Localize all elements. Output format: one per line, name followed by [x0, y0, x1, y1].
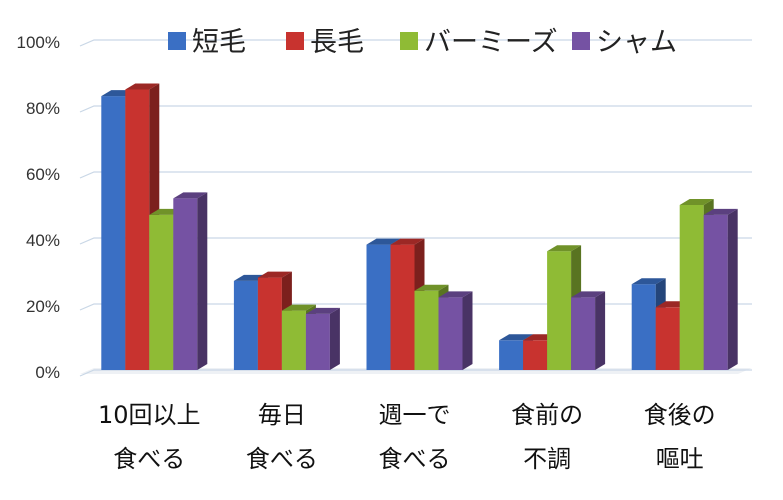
- bar-front: [655, 307, 680, 370]
- bar-front: [390, 244, 415, 370]
- gridline: [79, 303, 752, 311]
- x-category-label: 食べる: [113, 445, 185, 473]
- bar-front: [414, 290, 439, 370]
- bar-top: [125, 83, 160, 90]
- bars: [101, 83, 738, 370]
- x-category-label: 不調: [523, 445, 571, 473]
- bar-top: [499, 334, 534, 341]
- legend-swatch: [286, 32, 304, 50]
- x-category-label: 毎日: [258, 401, 306, 429]
- x-category-label: 食べる: [246, 445, 318, 473]
- y-tick-label: 60%: [26, 165, 60, 184]
- bar-front: [305, 313, 330, 370]
- x-category-label: 食前の: [511, 401, 583, 429]
- bar-front: [257, 277, 282, 370]
- legend-swatch: [572, 32, 590, 50]
- bar-front: [631, 284, 656, 370]
- legend-swatch: [400, 32, 418, 50]
- legend-swatch: [168, 32, 186, 50]
- bar: [173, 192, 208, 370]
- y-tick-label: 100%: [17, 33, 60, 52]
- legend-item: シャム: [572, 27, 677, 58]
- legend: 短毛 長毛 バーミーズ シャム: [168, 27, 677, 58]
- bar: [438, 291, 473, 370]
- legend-item: バーミーズ: [400, 27, 558, 58]
- bar-front: [125, 89, 150, 370]
- bar-top: [366, 238, 401, 245]
- legend-label: 長毛: [310, 27, 364, 58]
- bar-front: [366, 244, 391, 370]
- bar-front: [703, 214, 728, 370]
- y-tick-label: 20%: [26, 297, 60, 316]
- bar-top: [305, 307, 340, 314]
- bar-side: [197, 192, 208, 370]
- bar-side: [595, 291, 606, 370]
- bar-top: [547, 245, 582, 252]
- legend-label: シャム: [596, 27, 677, 58]
- bar-top: [281, 304, 316, 311]
- bar-front: [547, 251, 572, 370]
- bar-side: [462, 291, 473, 370]
- legend-item: 短毛: [168, 27, 246, 58]
- bar-top: [679, 199, 714, 205]
- bar-top: [390, 238, 425, 245]
- bar-front: [101, 96, 126, 370]
- legend-label: バーミーズ: [424, 27, 558, 58]
- bar-top: [414, 284, 449, 291]
- bar-front: [149, 214, 174, 370]
- bar-side: [727, 208, 738, 370]
- x-category-label: 食べる: [379, 445, 451, 473]
- x-category-label: 嘔吐: [656, 445, 704, 473]
- bar-top: [703, 208, 738, 215]
- bar-top: [257, 271, 292, 278]
- gridline: [79, 171, 752, 179]
- y-tick-label: 40%: [26, 231, 60, 250]
- bar-side: [329, 307, 340, 370]
- gridline: [79, 105, 752, 113]
- bar: [571, 291, 606, 370]
- x-category-label: 週一で: [379, 401, 451, 429]
- bar-top: [173, 192, 208, 199]
- bar-front: [281, 310, 306, 370]
- x-category-label: 10回以上: [98, 401, 201, 429]
- y-axis-ticks: 0% 20% 40% 60% 80% 100%: [17, 33, 60, 382]
- bar-top: [571, 291, 606, 298]
- bar-front: [679, 205, 704, 370]
- legend-label: 短毛: [192, 27, 246, 58]
- bar-top: [631, 278, 666, 285]
- bar-front: [523, 340, 548, 370]
- bar-top: [438, 291, 473, 298]
- y-tick-label: 80%: [26, 99, 60, 118]
- bar-front: [438, 297, 463, 370]
- gridline: [79, 237, 752, 245]
- bar: [305, 307, 340, 370]
- legend-item: 長毛: [286, 27, 364, 58]
- bar-front: [499, 340, 524, 370]
- y-tick-label: 0%: [35, 363, 60, 382]
- bar-front: [173, 198, 198, 370]
- bar-front: [233, 280, 258, 370]
- gridline: [79, 39, 752, 47]
- bar-front: [571, 297, 596, 370]
- x-category-label: 食後の: [644, 401, 716, 429]
- bar: [703, 208, 738, 370]
